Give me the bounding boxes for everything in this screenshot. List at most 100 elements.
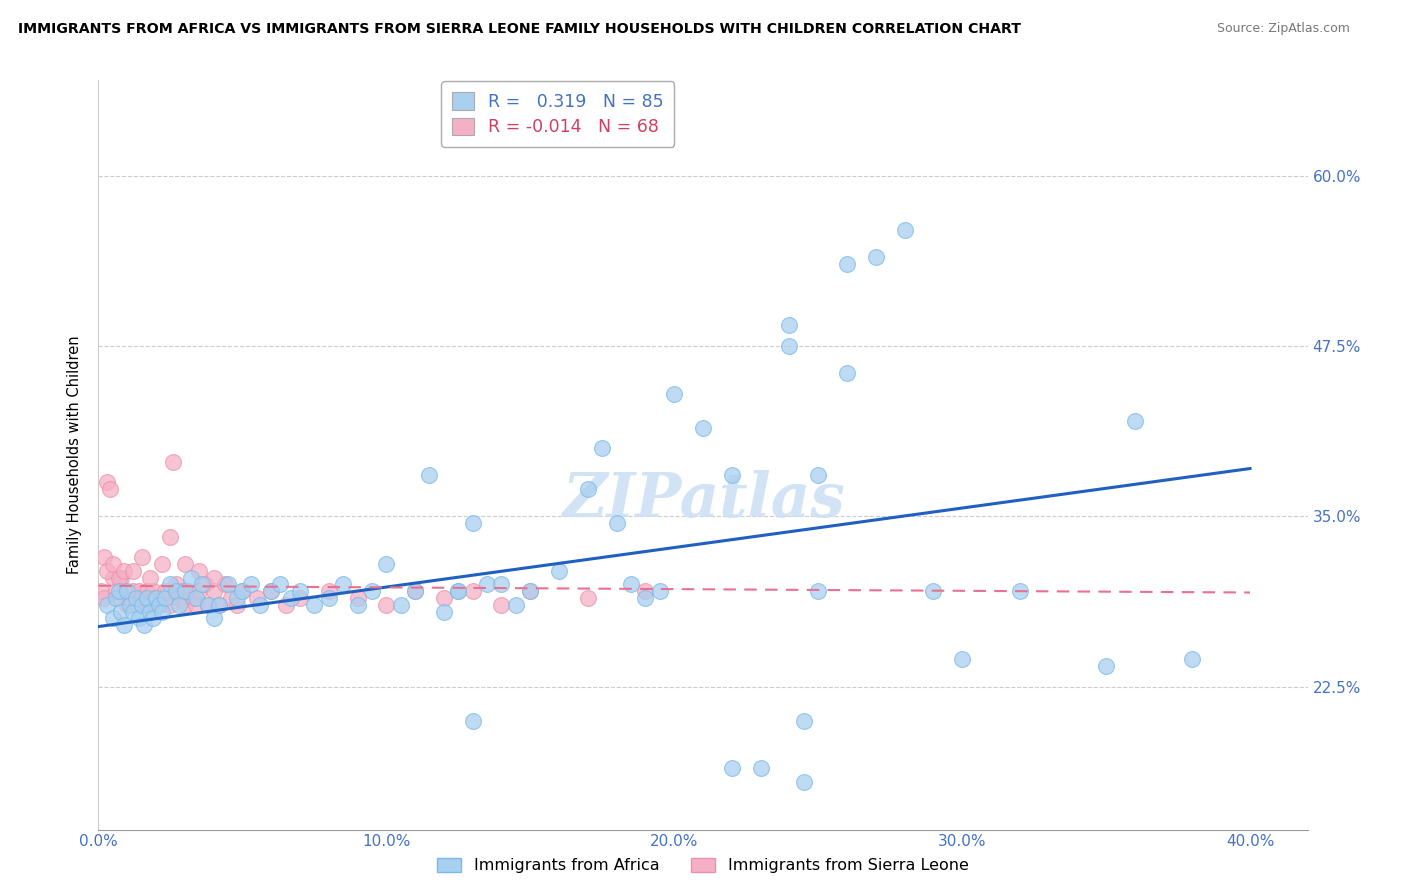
Point: [519, 584, 541, 599]
Point: [260, 584, 283, 599]
Point: [461, 584, 484, 599]
Text: ZIPatlas: ZIPatlas: [561, 470, 845, 530]
Point: [274, 598, 297, 612]
Point: [93, 550, 115, 565]
Point: [145, 591, 167, 605]
Point: [475, 577, 498, 591]
Point: [893, 223, 915, 237]
Point: [1181, 652, 1204, 666]
Point: [139, 570, 162, 584]
Point: [280, 591, 302, 605]
Point: [447, 584, 470, 599]
Point: [720, 761, 742, 775]
Point: [93, 591, 115, 605]
Point: [418, 468, 440, 483]
Point: [202, 584, 225, 599]
Point: [173, 584, 195, 599]
Point: [591, 441, 613, 455]
Point: [304, 598, 326, 612]
Point: [288, 584, 311, 599]
Point: [389, 598, 412, 612]
Point: [461, 714, 484, 728]
Point: [214, 577, 236, 591]
Point: [180, 570, 202, 584]
Point: [98, 482, 121, 496]
Point: [188, 584, 211, 599]
Point: [202, 570, 225, 584]
Point: [112, 564, 135, 578]
Point: [110, 570, 132, 584]
Point: [505, 598, 527, 612]
Point: [101, 611, 124, 625]
Point: [115, 584, 138, 599]
Point: [865, 251, 887, 265]
Point: [197, 598, 219, 612]
Point: [104, 591, 127, 605]
Point: [361, 584, 384, 599]
Point: [139, 598, 162, 612]
Point: [110, 605, 132, 619]
Point: [167, 598, 190, 612]
Point: [793, 775, 815, 789]
Point: [519, 584, 541, 599]
Point: [153, 591, 176, 605]
Y-axis label: Family Households with Children: Family Households with Children: [67, 335, 83, 574]
Point: [104, 584, 127, 599]
Point: [548, 564, 571, 578]
Point: [664, 386, 686, 401]
Point: [107, 584, 129, 599]
Point: [491, 577, 513, 591]
Point: [120, 598, 142, 612]
Point: [835, 257, 858, 271]
Point: [120, 591, 142, 605]
Point: [101, 570, 124, 584]
Point: [167, 591, 190, 605]
Point: [131, 550, 153, 565]
Point: [692, 420, 714, 434]
Point: [778, 318, 800, 333]
Point: [136, 584, 159, 599]
Point: [634, 584, 657, 599]
Point: [202, 611, 225, 625]
Point: [225, 598, 247, 612]
Point: [246, 591, 269, 605]
Point: [96, 564, 118, 578]
Point: [186, 598, 208, 612]
Point: [148, 598, 170, 612]
Point: [107, 570, 129, 584]
Point: [112, 584, 135, 599]
Point: [648, 584, 671, 599]
Point: [186, 591, 208, 605]
Point: [606, 516, 628, 530]
Point: [188, 564, 211, 578]
Point: [159, 598, 181, 612]
Point: [922, 584, 945, 599]
Point: [404, 584, 426, 599]
Point: [231, 584, 253, 599]
Point: [142, 584, 165, 599]
Point: [288, 591, 311, 605]
Point: [115, 598, 138, 612]
Point: [375, 557, 398, 571]
Point: [134, 618, 156, 632]
Point: [318, 591, 340, 605]
Point: [778, 339, 800, 353]
Point: [170, 584, 193, 599]
Point: [433, 591, 456, 605]
Point: [150, 591, 173, 605]
Point: [139, 605, 162, 619]
Point: [107, 591, 129, 605]
Point: [240, 577, 263, 591]
Point: [125, 591, 148, 605]
Point: [159, 530, 181, 544]
Point: [145, 591, 167, 605]
Point: [634, 591, 657, 605]
Point: [225, 591, 247, 605]
Point: [346, 591, 368, 605]
Point: [749, 761, 772, 775]
Point: [122, 584, 145, 599]
Point: [183, 591, 205, 605]
Point: [197, 598, 219, 612]
Point: [112, 618, 135, 632]
Point: [491, 598, 513, 612]
